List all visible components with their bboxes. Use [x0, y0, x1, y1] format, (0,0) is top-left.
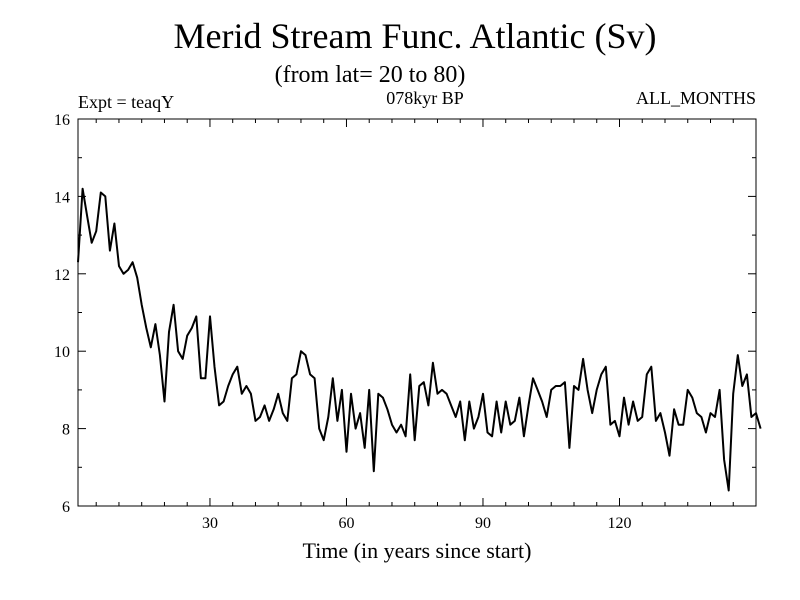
y-tick-label: 6 — [62, 499, 70, 516]
y-tick-label: 8 — [62, 422, 70, 439]
y-tick-label: 16 — [54, 112, 70, 129]
y-tick-label: 14 — [54, 189, 70, 206]
x-tick-label: 30 — [202, 515, 218, 532]
x-tick-label: 120 — [607, 515, 631, 532]
x-axis-label: Time (in years since start) — [303, 538, 532, 563]
x-tick-label: 60 — [338, 515, 354, 532]
y-axis: 6 8 10 12 14 16 — [54, 112, 756, 516]
y-tick-label: 12 — [54, 267, 70, 284]
y-tick-label: 10 — [54, 344, 70, 361]
x-tick-label: 90 — [475, 515, 491, 532]
x-axis: 30 60 90 120 — [95, 119, 757, 532]
plot-frame — [77, 118, 757, 507]
chart-subtitle: (from lat= 20 to 80) — [275, 62, 466, 88]
period-label: 078kyr BP — [386, 88, 464, 108]
experiment-label: Expt = teaqY — [78, 92, 174, 112]
months-label: ALL_MONTHS — [636, 88, 756, 108]
series-line — [77, 187, 762, 492]
chart-title: Merid Stream Func. Atlantic (Sv) — [174, 16, 657, 56]
